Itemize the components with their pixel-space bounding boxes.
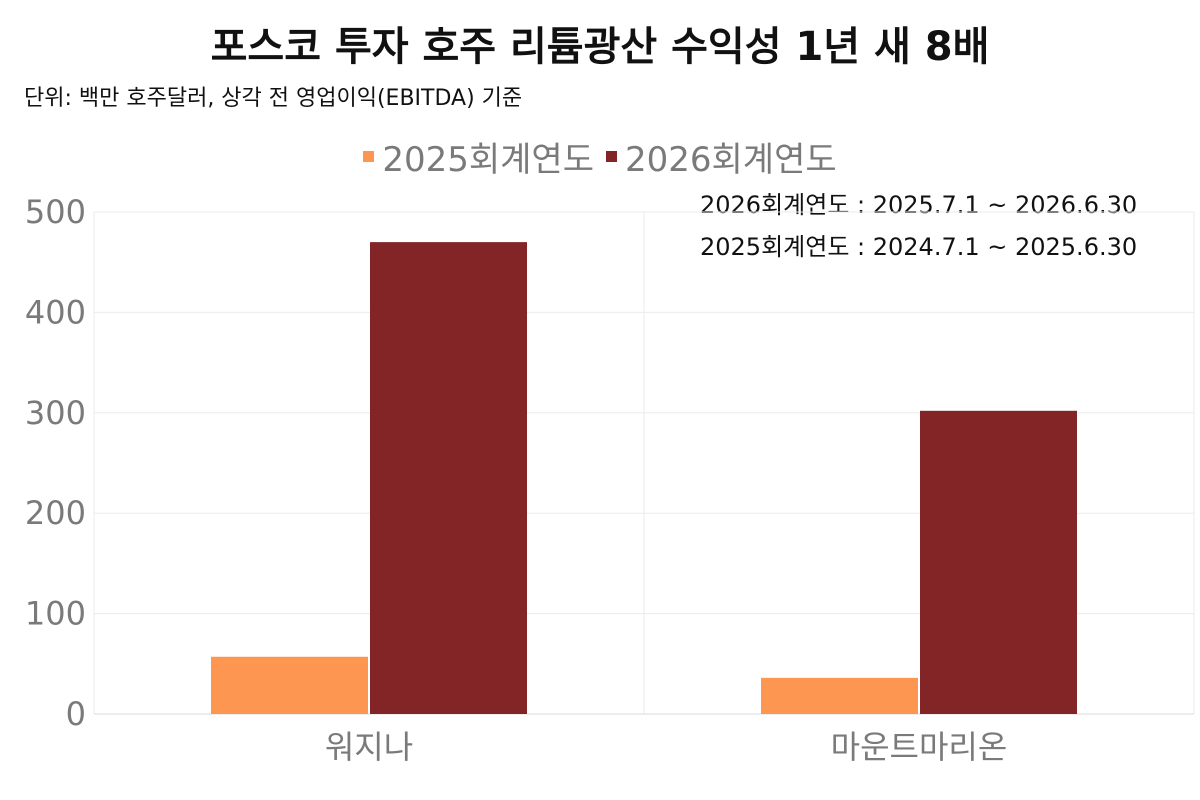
legend-item-2025: 2025회계연도	[363, 132, 594, 181]
fiscal-year-note: 2026회계연도 : 2025.7.1 ~ 2026.6.30 2025회계연도…	[700, 184, 1137, 268]
legend-label-2025: 2025회계연도	[382, 140, 594, 180]
note-line-2025: 2025회계연도 : 2024.7.1 ~ 2025.6.30	[700, 233, 1138, 261]
legend: 2025회계연도 2026회계연도	[0, 132, 1200, 181]
y-tick-label-300: 300	[25, 394, 86, 432]
y-tick-label-200: 200	[25, 494, 86, 532]
note-line-2026: 2026회계연도 : 2025.7.1 ~ 2026.6.30	[700, 191, 1138, 219]
bar-1-0	[761, 677, 918, 714]
y-tick-label-0: 0	[66, 695, 86, 733]
x-tick-label-0: 워지나	[325, 728, 413, 766]
x-tick-label-1: 마운트마리온	[831, 728, 1008, 766]
chart-subtitle: 단위: 백만 호주달러, 상각 전 영업이익(EBITDA) 기준	[24, 86, 523, 111]
bar-1-1	[920, 410, 1077, 714]
bar-0-0	[211, 656, 368, 714]
legend-swatch-2025	[363, 151, 375, 162]
bar-0-1	[370, 242, 527, 714]
y-tick-label-100: 100	[25, 595, 86, 633]
legend-swatch-2026	[606, 151, 617, 162]
legend-item-2026: 2026회계연도	[606, 132, 837, 181]
y-tick-label-500: 500	[25, 193, 86, 231]
legend-label-2026: 2026회계연도	[625, 140, 837, 180]
chart-title: 포스코 투자 호주 리튬광산 수익성 1년 새 8배	[210, 24, 990, 70]
y-tick-label-400: 400	[25, 293, 86, 331]
